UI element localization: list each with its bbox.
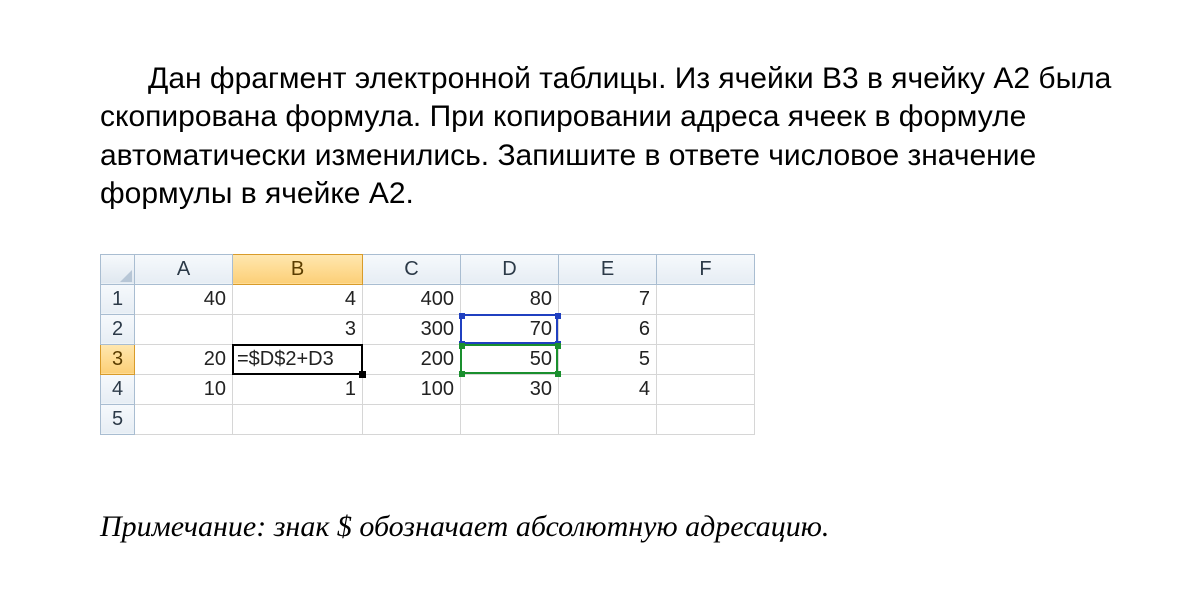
cell-E2[interactable]: 6 — [559, 314, 657, 344]
column-header-A[interactable]: A — [135, 254, 233, 284]
cell-A4[interactable]: 10 — [135, 374, 233, 404]
cell-C1[interactable]: 400 — [363, 284, 461, 314]
column-header-F[interactable]: F — [657, 254, 755, 284]
cell-F5[interactable] — [657, 404, 755, 434]
column-header-B[interactable]: B — [233, 254, 363, 284]
cell-F4[interactable] — [657, 374, 755, 404]
column-header-C[interactable]: C — [363, 254, 461, 284]
cell-C4[interactable]: 100 — [363, 374, 461, 404]
footnote: Примечание: знак $ обозначает абсолютную… — [100, 510, 1130, 544]
cell-E3[interactable]: 5 — [559, 344, 657, 374]
problem-statement: Дан фрагмент электронной таблицы. Из яче… — [100, 60, 1120, 214]
cell-D4[interactable]: 30 — [461, 374, 559, 404]
cell-E4[interactable]: 4 — [559, 374, 657, 404]
row-header-5[interactable]: 5 — [101, 404, 135, 434]
row-header-3[interactable]: 3 — [101, 344, 135, 374]
cell-B5[interactable] — [233, 404, 363, 434]
cell-A2[interactable] — [135, 314, 233, 344]
cell-C2[interactable]: 300 — [363, 314, 461, 344]
cell-F1[interactable] — [657, 284, 755, 314]
cell-A5[interactable] — [135, 404, 233, 434]
column-header-D[interactable]: D — [461, 254, 559, 284]
cell-B1[interactable]: 4 — [233, 284, 363, 314]
select-all-corner[interactable] — [101, 254, 135, 284]
cell-D1[interactable]: 80 — [461, 284, 559, 314]
cell-A3[interactable]: 20 — [135, 344, 233, 374]
formula-text: =$D$2+D3 — [237, 348, 334, 370]
cell-A1[interactable]: 40 — [135, 284, 233, 314]
cell-B3[interactable]: =$D$2+D3 — [233, 344, 363, 374]
row-header-1[interactable]: 1 — [101, 284, 135, 314]
cell-B2[interactable]: 3 — [233, 314, 363, 344]
row-header-2[interactable]: 2 — [101, 314, 135, 344]
cell-B4[interactable]: 1 — [233, 374, 363, 404]
spreadsheet-fragment: A B C D E F 1 40 4 400 80 7 — [100, 254, 755, 440]
cell-D5[interactable] — [461, 404, 559, 434]
cell-D2[interactable]: 70 — [461, 314, 559, 344]
cell-F2[interactable] — [657, 314, 755, 344]
cell-E1[interactable]: 7 — [559, 284, 657, 314]
cell-C5[interactable] — [363, 404, 461, 434]
spreadsheet-table: A B C D E F 1 40 4 400 80 7 — [100, 254, 755, 435]
cell-E5[interactable] — [559, 404, 657, 434]
cell-C3[interactable]: 200 — [363, 344, 461, 374]
cell-D3[interactable]: 50 — [461, 344, 559, 374]
column-header-E[interactable]: E — [559, 254, 657, 284]
row-header-4[interactable]: 4 — [101, 374, 135, 404]
cell-F3[interactable] — [657, 344, 755, 374]
